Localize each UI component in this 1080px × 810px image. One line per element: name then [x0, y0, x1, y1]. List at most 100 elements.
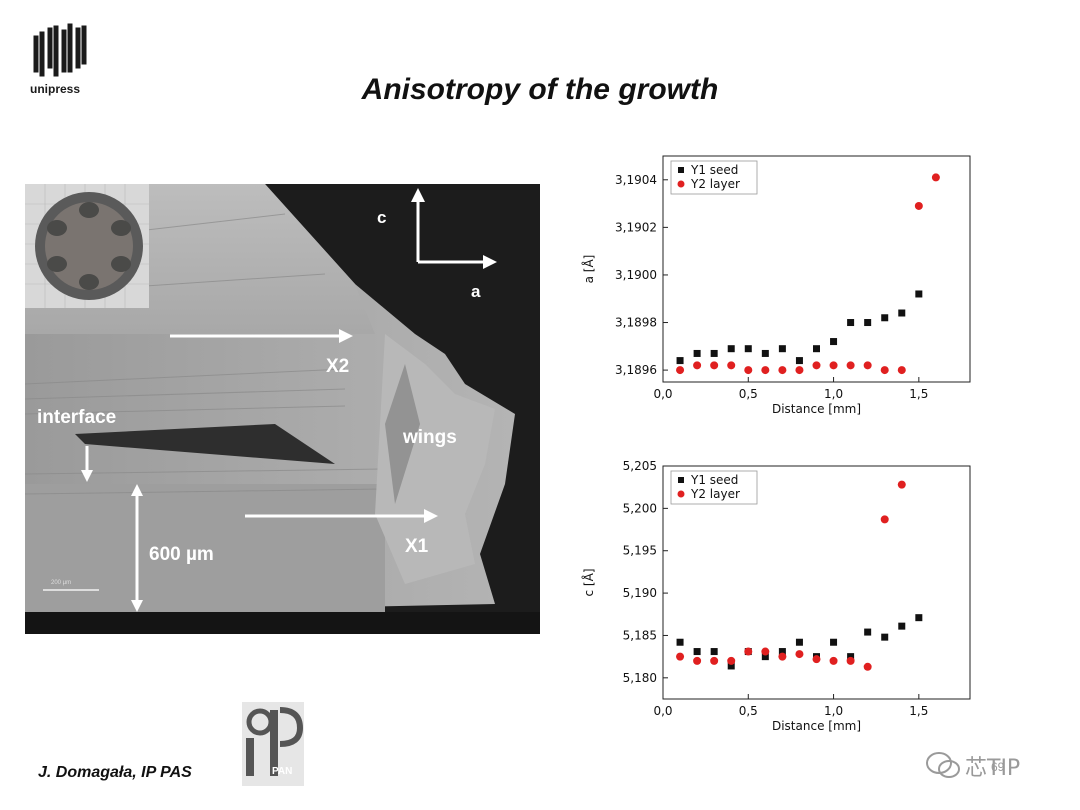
legend-label: Y2 layer: [690, 177, 740, 191]
y-axis-label: c [Å]: [581, 569, 596, 597]
data-point-y2-layer: [880, 366, 889, 375]
data-point-y2-layer: [710, 656, 719, 665]
data-point-y2-layer: [846, 361, 855, 370]
chart-lattice-a: 0,0 0,5 1,0 1,5 3,1896 3,1898 3,1900 3,1902 3,19…: [581, 155, 971, 416]
x-axis-label: Distance [mm]: [772, 402, 861, 416]
data-point-y2-layer: [812, 655, 821, 664]
unipress-logo-mark: [33, 23, 87, 77]
data-point-y1-seed: [898, 622, 906, 630]
wechat-icon: [926, 752, 960, 778]
data-point-y2-layer: [897, 366, 906, 375]
y-tick-label: 3,1898: [615, 316, 657, 330]
y-tick-label: 5,205: [623, 459, 657, 473]
thickness-label: 600 µm: [149, 544, 214, 565]
data-point-y2-layer: [761, 647, 770, 656]
data-point-y1-seed: [864, 628, 872, 636]
data-point-y1-seed: [693, 648, 701, 656]
x-tick-label: 0,5: [739, 704, 758, 718]
plot-frame: [662, 155, 971, 383]
data-point-y2-layer: [829, 361, 838, 370]
data-point-y2-layer: [676, 652, 685, 661]
data-point-y1-seed: [915, 614, 923, 622]
data-point-y2-layer: [676, 366, 685, 375]
data-point-y1-seed: [847, 653, 855, 661]
data-point-y1-seed: [761, 349, 769, 357]
legend-label: Y1 seed: [690, 473, 738, 487]
data-point-y2-layer: [795, 650, 804, 659]
data-point-y1-seed: [830, 338, 838, 346]
data-point-y2-layer: [795, 366, 804, 375]
wings-label: wings: [403, 427, 457, 448]
x-axis-label: Distance [mm]: [772, 719, 861, 733]
data-point-y2-layer: [812, 361, 821, 370]
data-point-y2-layer: [863, 662, 872, 671]
data-point-y1-seed: [676, 638, 684, 646]
data-point-y2-layer: [829, 656, 838, 665]
interface-label: interface: [37, 407, 117, 428]
data-point-y2-layer: [744, 366, 753, 375]
watermark-text: 芯TIP: [965, 756, 1021, 781]
micrograph-image: [25, 184, 540, 634]
legend-marker: [677, 180, 685, 188]
x-tick-label: 1,0: [824, 387, 843, 401]
y-tick-label: 3,1904: [615, 173, 657, 187]
data-point-y1-seed: [727, 345, 735, 353]
data-point-y1-seed: [813, 345, 820, 353]
data-point-y2-layer: [880, 515, 889, 524]
chart-lattice-c: 0,0 0,5 1,0 1,5 5,180 5,185 5,190 5,195 5,200 5,2…: [581, 459, 971, 733]
data-point-y2-layer: [744, 647, 753, 656]
data-point-y1-seed: [710, 648, 718, 656]
data-point-y1-seed: [676, 357, 684, 365]
data-point-y1-seed: [795, 638, 803, 646]
data-point-y2-layer: [727, 656, 736, 665]
data-point-y1-seed: [744, 345, 752, 353]
logo-text: unipress: [30, 82, 81, 96]
page-title: Anisotropy of the growth: [361, 73, 719, 106]
data-point-y2-layer: [693, 361, 702, 370]
legend-label: Y2 layer: [690, 487, 740, 501]
y-tick-label: 3,1896: [615, 363, 657, 377]
data-point-y2-layer: [761, 366, 770, 375]
data-point-y2-layer: [710, 361, 719, 370]
plot-frame: [662, 465, 971, 700]
x1-label: X1: [405, 536, 429, 557]
legend-marker: [678, 167, 684, 173]
legend-marker: [678, 477, 684, 483]
crystal-micrograph: c a X2 X1 interface wings 600 µm 200 µm: [25, 184, 540, 634]
data-point-y1-seed: [915, 290, 923, 298]
legend-box: [670, 470, 758, 505]
y-tick-label: 5,185: [623, 628, 657, 642]
legend-label: Y1 seed: [690, 163, 738, 177]
pan-logo-mark: [242, 702, 304, 786]
legend-marker: [677, 490, 685, 498]
data-point-y2-layer: [914, 201, 923, 210]
data-point-y1-seed: [778, 648, 786, 656]
unipress-logo: unipress: [28, 20, 92, 100]
y-tick-label: 5,195: [623, 544, 657, 558]
author-footer: J. Domagała, IP PAS: [38, 764, 192, 781]
y-tick-label: 3,1900: [615, 268, 657, 282]
y-axis-label: a [Å]: [581, 255, 596, 284]
pan-logo-text: PAN: [272, 766, 293, 777]
y-tick-label: 5,180: [623, 671, 657, 685]
data-point-y2-layer: [846, 656, 855, 665]
data-point-y1-seed: [830, 638, 838, 646]
data-point-y1-seed: [847, 319, 855, 327]
scale-bar-label: 200 µm: [51, 580, 72, 586]
x2-label: X2: [326, 356, 350, 377]
data-point-y1-seed: [710, 349, 718, 357]
data-point-y1-seed: [881, 314, 889, 322]
data-point-y1-seed: [864, 319, 872, 327]
data-point-y2-layer: [778, 366, 787, 375]
page-number: 69: [991, 760, 1005, 774]
data-point-y2-layer: [727, 361, 736, 370]
data-point-y1-seed: [761, 653, 769, 661]
data-point-y1-seed: [693, 349, 701, 357]
x-tick-label: 1,0: [824, 704, 843, 718]
x-tick-label: 1,5: [909, 387, 928, 401]
y-tick-label: 5,200: [623, 501, 657, 515]
data-point-y2-layer: [693, 656, 702, 665]
x-tick-label: 0,0: [653, 704, 672, 718]
legend-box: [670, 160, 758, 195]
x-tick-label: 0,0: [653, 387, 672, 401]
